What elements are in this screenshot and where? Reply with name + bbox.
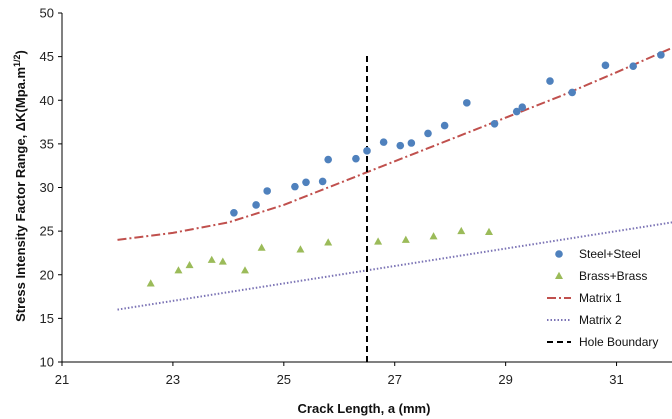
legend-marker-brass-brass <box>555 271 563 279</box>
y-tick-label: 40 <box>40 93 54 108</box>
data-point-brass-brass <box>401 235 410 243</box>
data-point-steel-steel <box>302 178 310 187</box>
x-tick-label: 31 <box>609 372 623 387</box>
x-tick-label: 25 <box>277 372 291 387</box>
data-point-brass-brass <box>324 238 333 246</box>
data-point-brass-brass <box>218 257 227 265</box>
legend: Steel+Steel Brass+Brass Matrix 1 Matrix 2 Ho… <box>547 247 658 349</box>
data-point-steel-steel <box>263 187 271 195</box>
y-tick-label: 10 <box>40 355 54 370</box>
data-point-steel-steel <box>463 99 471 107</box>
x-tick-label: 23 <box>166 372 180 387</box>
y-axis-title-delta: Δ <box>13 122 28 131</box>
x-tick-label: 27 <box>387 372 401 387</box>
legend-label-matrix-2: Matrix 2 <box>579 313 622 327</box>
y-tick-label: 30 <box>40 180 54 195</box>
legend-label-matrix-1: Matrix 1 <box>579 291 622 305</box>
data-point-steel-steel <box>291 182 299 191</box>
plot-area <box>117 46 672 362</box>
legend-label-steel-steel: Steel+Steel <box>579 247 641 261</box>
data-point-steel-steel <box>546 77 554 85</box>
data-point-steel-steel <box>490 120 499 128</box>
y-axis-title-close: ) <box>13 50 28 54</box>
y-tick-label: 45 <box>40 49 54 64</box>
data-point-brass-brass <box>241 266 249 274</box>
series-line-matrix-2 <box>117 221 672 311</box>
series-line-matrix-1 <box>117 46 672 241</box>
data-point-steel-steel <box>318 177 327 186</box>
data-point-brass-brass <box>185 260 194 269</box>
data-point-brass-brass <box>257 243 266 251</box>
data-point-steel-steel <box>407 139 416 147</box>
data-point-steel-steel <box>601 61 610 70</box>
legend-label-brass-brass: Brass+Brass <box>579 269 647 283</box>
legend-item-matrix-1: Matrix 1 <box>547 291 622 305</box>
data-point-steel-steel <box>657 51 665 59</box>
data-point-brass-brass <box>374 237 383 245</box>
data-point-steel-steel <box>252 201 260 209</box>
y-tick-label: 50 <box>40 6 54 21</box>
data-point-steel-steel <box>352 154 360 163</box>
axes: 10 15 20 25 30 35 40 45 50 21 23 25 27 29 31 <box>40 6 672 387</box>
data-point-steel-steel <box>440 121 449 130</box>
data-point-brass-brass <box>174 266 183 274</box>
y-tick-label: 35 <box>40 136 54 151</box>
data-point-steel-steel <box>363 147 371 155</box>
y-tick-label: 15 <box>40 311 54 326</box>
y-axis-title-unit: K(Mpa.m <box>13 67 28 122</box>
legend-label-hole-boundary: Hole Boundary <box>579 335 658 349</box>
data-point-steel-steel <box>629 62 637 71</box>
x-tick-label: 21 <box>55 372 69 387</box>
data-point-brass-brass <box>146 279 155 287</box>
y-axis-title-main: Stress Intensity Factor Range, <box>13 131 28 322</box>
data-point-brass-brass <box>485 227 493 235</box>
data-point-brass-brass <box>457 226 466 235</box>
x-axis-title: Crack Length, a (mm) <box>298 401 431 416</box>
data-point-brass-brass <box>296 245 305 253</box>
data-point-brass-brass <box>207 255 216 263</box>
y-axis-title-exponent: 1/2 <box>12 54 22 67</box>
data-point-steel-steel <box>230 209 238 217</box>
data-point-steel-steel <box>568 88 576 97</box>
legend-item-hole-boundary: Hole Boundary <box>547 335 658 349</box>
data-point-steel-steel <box>379 138 388 146</box>
y-tick-label: 20 <box>40 267 54 282</box>
data-point-brass-brass <box>429 232 438 240</box>
legend-marker-steel-steel <box>555 250 563 258</box>
legend-item-steel-steel: Steel+Steel <box>555 247 641 261</box>
legend-item-matrix-2: Matrix 2 <box>547 313 622 327</box>
y-axis-title: Stress Intensity Factor Range, ΔK(Mpa.m1… <box>12 50 28 322</box>
data-point-steel-steel <box>424 129 432 138</box>
legend-item-brass-brass: Brass+Brass <box>555 269 647 283</box>
x-tick-label: 29 <box>498 372 512 387</box>
data-point-steel-steel <box>396 141 405 150</box>
y-tick-label: 25 <box>40 224 54 239</box>
data-point-steel-steel <box>512 107 521 116</box>
data-point-steel-steel <box>324 155 332 164</box>
data-point-steel-steel <box>518 103 527 112</box>
